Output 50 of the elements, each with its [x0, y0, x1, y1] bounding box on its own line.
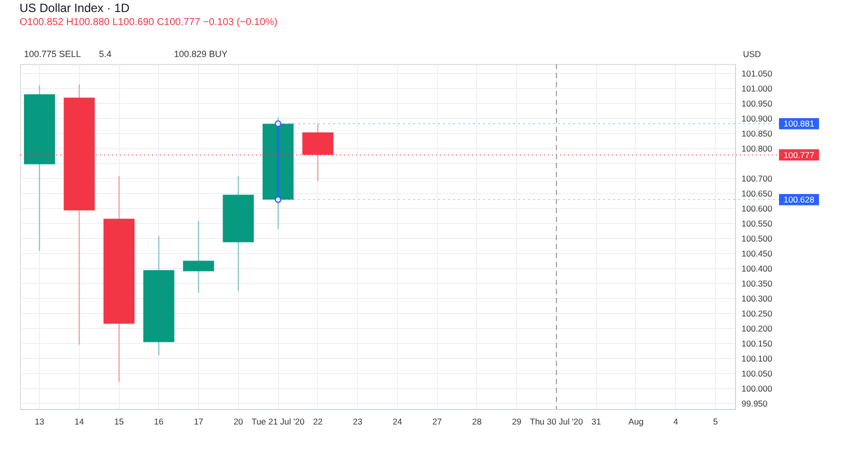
- y-tick-label: 100.350: [742, 278, 772, 288]
- y-tick-label: 100.700: [742, 174, 772, 184]
- y-tick-label: 100.600: [742, 204, 772, 214]
- text: 100.775 SELL: [24, 49, 82, 59]
- x-tick-label: 17: [194, 416, 204, 426]
- x-tick-label: 27: [432, 416, 442, 426]
- x-tick-label: 29: [512, 416, 522, 426]
- y-tick-label: 100.450: [742, 248, 772, 258]
- annotation: 100.628: [784, 194, 815, 205]
- y-tick-label: 99.950: [742, 398, 768, 408]
- x-tick-label: 13: [34, 416, 44, 426]
- x-tick-label: 31: [591, 416, 602, 426]
- x-tick-label: 14: [74, 416, 84, 426]
- x-tick-label: Thu 30 Jul '20: [530, 416, 584, 426]
- chart-title: US Dollar Index · 1D: [20, 1, 130, 15]
- annotation: 100.881: [784, 118, 815, 129]
- y-tick-label: 100.650: [742, 188, 772, 198]
- y-tick-label: 100.850: [742, 128, 772, 138]
- y-tick-label: 100.200: [742, 324, 772, 334]
- y-tick-label: 100.500: [742, 234, 772, 244]
- y-tick-label: 101.050: [742, 68, 772, 78]
- y-tick-label: 100.150: [742, 338, 772, 348]
- x-tick-label: 23: [352, 416, 363, 426]
- x-tick-label: Tue 21 Jul '20: [252, 416, 305, 426]
- y-tick-label: 100.550: [742, 218, 772, 228]
- ref-line-label: 100.777: [784, 150, 815, 160]
- chart-subtitle: O100.852 H100.880 L100.690 C100.777 −0.103 (−0.10%): [20, 17, 278, 28]
- y-tick-label: 100.800: [742, 144, 772, 154]
- y-tick-label: 100.950: [742, 98, 772, 108]
- text: 5.4: [99, 49, 112, 59]
- y-tick-label: 100.300: [742, 294, 772, 304]
- x-tick-label: 4: [673, 416, 678, 426]
- x-tick-label: Aug: [628, 416, 644, 426]
- y-tick-label: 100.400: [742, 264, 772, 274]
- x-tick-label: 5: [713, 416, 718, 426]
- candlestick: [262, 117, 294, 230]
- x-tick-label: 28: [472, 416, 482, 426]
- x-tick-label: 24: [392, 416, 402, 426]
- y-tick-label: 100.050: [742, 368, 772, 378]
- y-tick-label: 100.000: [742, 384, 772, 394]
- y-tick-label: 100.900: [742, 114, 772, 124]
- x-tick-label: 15: [114, 416, 124, 426]
- y-tick-label: 101.000: [742, 84, 772, 94]
- x-tick-label: 20: [234, 416, 244, 426]
- y-tick-label: 100.100: [742, 354, 772, 364]
- x-tick-label: 22: [313, 416, 323, 426]
- y-tick-label: 100.250: [742, 308, 772, 318]
- y-axis-title: USD: [743, 49, 761, 59]
- text: 100.829 BUY: [174, 49, 228, 59]
- x-tick-label: 16: [154, 416, 164, 426]
